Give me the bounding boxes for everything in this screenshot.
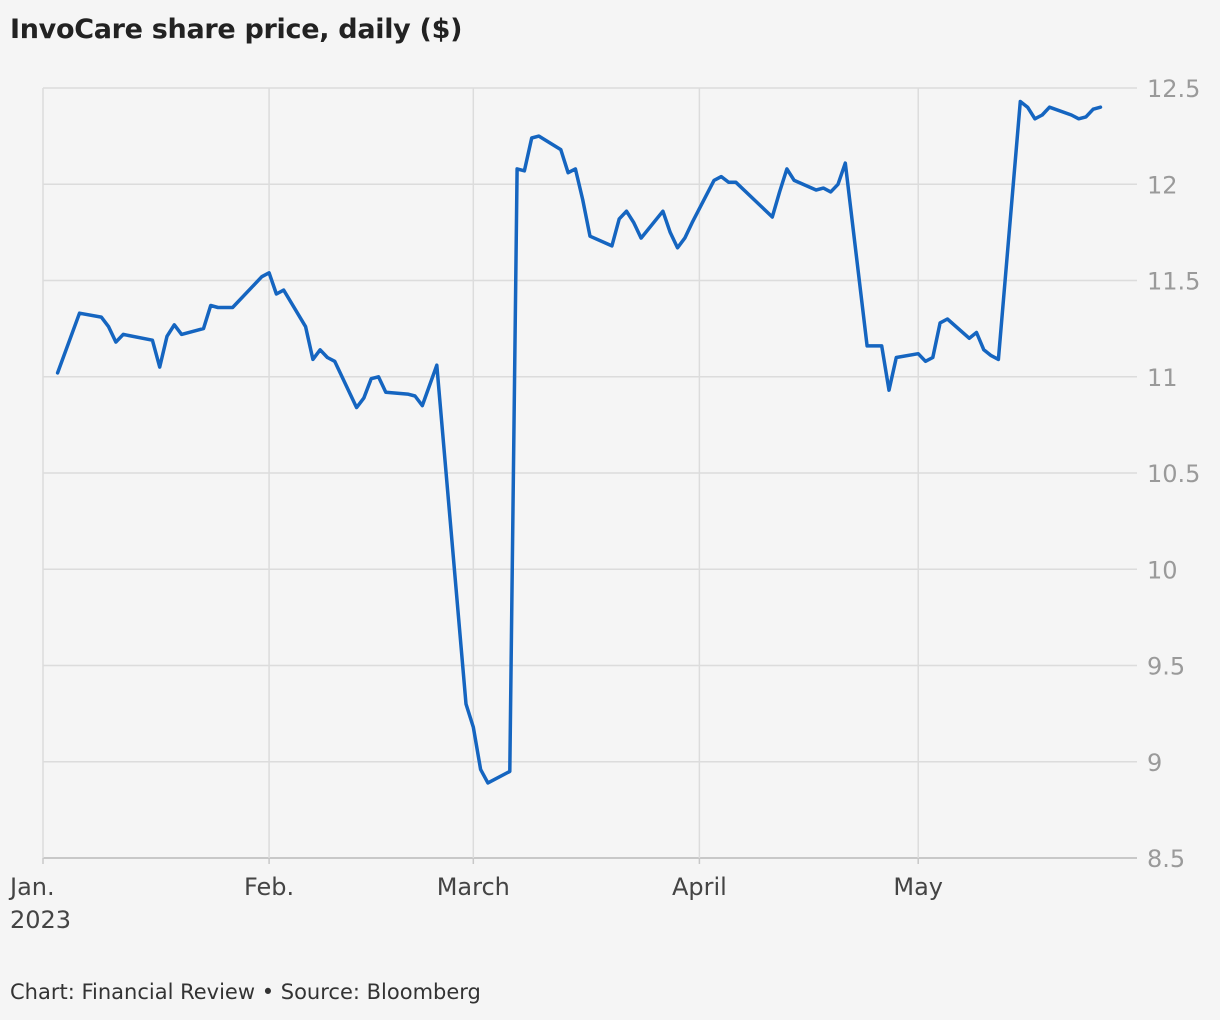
- x-tick-year-label: 2023: [10, 906, 71, 934]
- x-axis: Jan. 2023 Feb. March April May: [8, 858, 943, 934]
- grid-lines: [42, 87, 1137, 859]
- y-tick-label: 8.5: [1147, 845, 1185, 873]
- x-tick-label: April: [672, 873, 727, 901]
- chart-title: InvoCare share price, daily ($): [10, 14, 463, 45]
- chart-source: Chart: Financial Review • Source: Bloomb…: [10, 980, 481, 1004]
- y-tick-label: 10: [1147, 556, 1178, 584]
- y-tick-label: 11.5: [1147, 268, 1200, 296]
- y-tick-label: 9: [1147, 749, 1162, 777]
- y-tick-label: 12.5: [1147, 75, 1200, 103]
- x-tick-label: May: [893, 873, 943, 901]
- y-tick-label: 12: [1147, 171, 1178, 199]
- y-tick-label: 11: [1147, 364, 1178, 392]
- price-series: [55, 99, 1103, 785]
- y-tick-label: 9.5: [1147, 653, 1185, 681]
- line-chart: 8.5 9 9.5 10 10.5 11 11.5 12 12.5 Jan. 2023 Feb. Ma…: [8, 75, 1200, 934]
- series-line: [55, 99, 1103, 785]
- y-tick-label: 10.5: [1147, 460, 1200, 488]
- x-tick-label: Jan.: [8, 873, 55, 901]
- x-tick-label: March: [437, 873, 510, 901]
- y-axis: 8.5 9 9.5 10 10.5 11 11.5 12 12.5: [1147, 75, 1200, 873]
- x-tick-label: Feb.: [244, 873, 294, 901]
